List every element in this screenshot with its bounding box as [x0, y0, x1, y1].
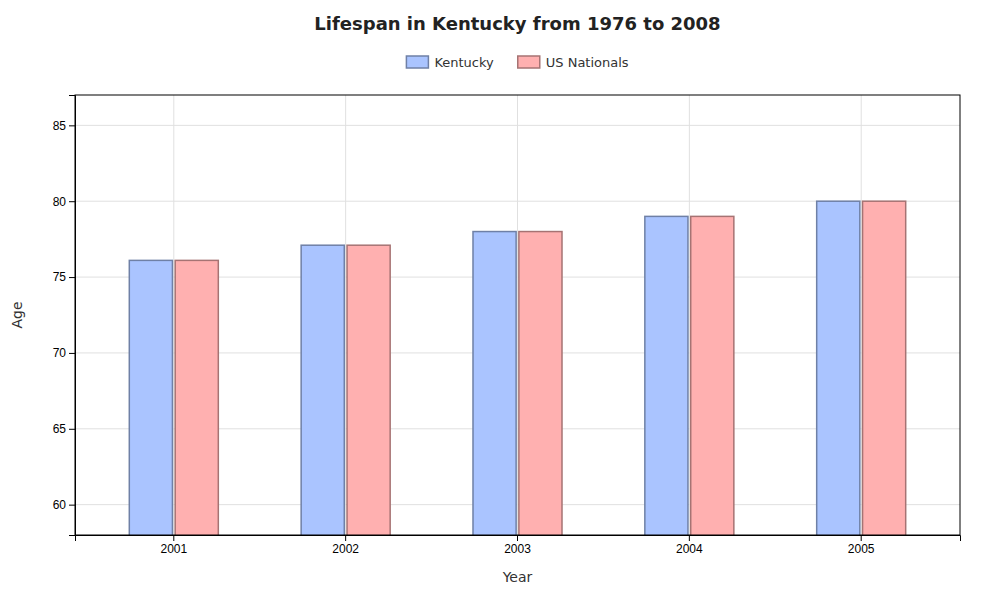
legend-swatch	[518, 56, 540, 68]
bar	[301, 245, 344, 535]
bar	[473, 232, 516, 535]
bar	[863, 201, 906, 535]
tick: 2002	[332, 535, 359, 556]
tick-mark	[173, 535, 174, 541]
x-axis: 2001 2002 2003 2004 2005	[76, 535, 961, 556]
tick-mark	[69, 429, 75, 430]
grid-line	[689, 95, 690, 535]
plot-frame	[75, 95, 960, 535]
bar	[175, 260, 218, 535]
tick: 70	[53, 346, 75, 360]
tick: 80	[53, 195, 75, 209]
bar	[691, 216, 734, 535]
tick-label: 2003	[504, 542, 531, 556]
title: Lifespan in Kentucky from 1976 to 2008	[314, 13, 720, 34]
legend-swatch	[406, 56, 428, 68]
grid-line	[345, 95, 346, 535]
bar	[645, 216, 688, 535]
y-axis-title: Age	[9, 301, 25, 328]
tick-label: 85	[53, 119, 67, 133]
bar	[129, 260, 172, 535]
tick-label: 2004	[676, 542, 703, 556]
tick: 2005	[848, 535, 875, 556]
grid-line	[861, 95, 862, 535]
tick-label: 2001	[160, 542, 187, 556]
grid-line	[173, 95, 174, 535]
x-axis-title: Year	[502, 569, 533, 585]
tick-label: 70	[53, 346, 67, 360]
grid-line	[517, 95, 518, 535]
tick-label: 2002	[332, 542, 359, 556]
tick: 85	[53, 119, 75, 133]
tick: 2003	[504, 535, 531, 556]
tick-mark	[69, 277, 75, 278]
tick-label: 60	[53, 498, 67, 512]
tick: 60	[53, 498, 75, 512]
tick: 2004	[676, 535, 703, 556]
legend: Kentucky US Nationals	[406, 55, 628, 70]
plot-area: 60 65 70 75 80 85 2001 2002 2003 2004 2005	[53, 95, 961, 600]
tick-mark	[69, 505, 75, 506]
legend-label: Kentucky	[434, 55, 494, 70]
axis-line	[76, 536, 961, 542]
tick-label: 75	[53, 270, 67, 284]
chart: 60 65 70 75 80 85 2001 2002 2003 2004 2005 Year Age L…	[0, 0, 1000, 600]
tick-mark	[69, 201, 75, 202]
tick-label: 65	[53, 422, 67, 436]
legend-item: Kentucky	[406, 55, 494, 70]
bar	[347, 245, 390, 535]
bar	[519, 232, 562, 535]
tick-mark	[345, 535, 346, 541]
tick-mark	[861, 535, 862, 541]
tick-mark	[69, 353, 75, 354]
tick-mark	[517, 535, 518, 541]
bar	[817, 201, 860, 535]
tick: 65	[53, 422, 75, 436]
legend-item: US Nationals	[518, 55, 629, 70]
tick-label: 80	[53, 195, 67, 209]
tick-label: 2005	[848, 542, 875, 556]
y-axis: 60 65 70 75 80 85	[53, 96, 76, 536]
bars	[129, 201, 905, 535]
legend-label: US Nationals	[546, 55, 629, 70]
tick: 75	[53, 270, 75, 284]
tick-mark	[689, 535, 690, 541]
tick: 2001	[160, 535, 187, 556]
tick-mark	[69, 125, 75, 126]
axis-line	[69, 96, 76, 536]
